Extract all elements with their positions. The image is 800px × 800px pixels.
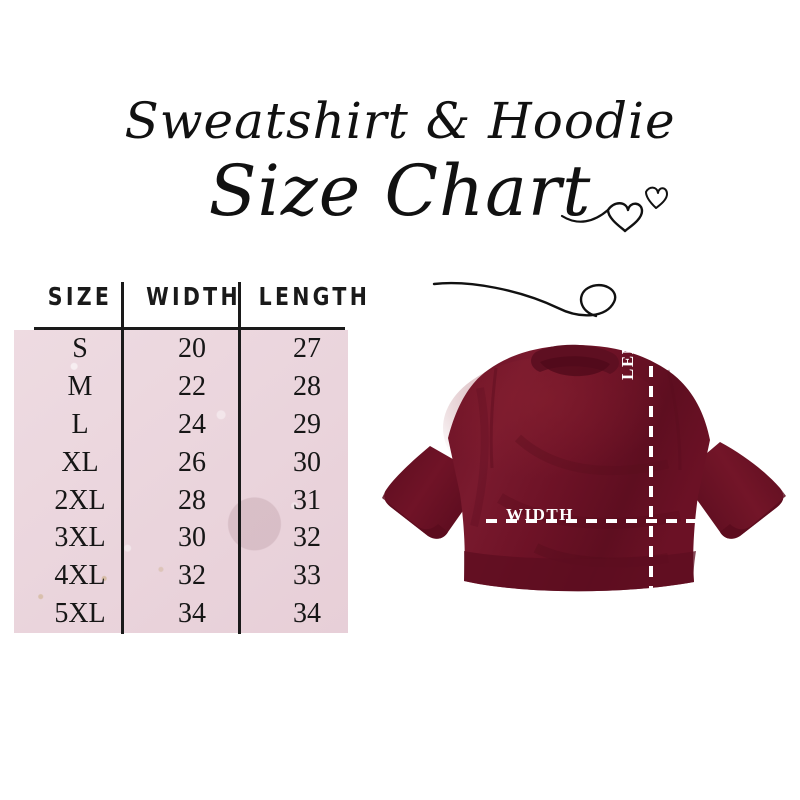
cell-length: 30 <box>293 446 321 478</box>
table-body: S 20 27 M 22 28 L 24 29 XL 26 30 2XL 28 <box>14 330 348 633</box>
title-tail-flourish-icon <box>432 281 617 318</box>
title-line-primary: Sweatshirt & Hoodie <box>124 92 676 150</box>
heart-flourish-icon <box>560 186 668 233</box>
cell-width: 22 <box>178 370 206 402</box>
table-header-row: SIZE WIDTH LENGTH <box>14 282 367 330</box>
cell-width: 32 <box>178 560 206 592</box>
left-shoulder-seam <box>489 367 498 469</box>
fold-shade-4 <box>470 387 489 527</box>
cell-size: S <box>72 333 88 364</box>
cell-width: 28 <box>178 484 206 516</box>
title-line-secondary: Size Chart <box>208 150 592 232</box>
cell-width: 24 <box>178 408 206 440</box>
table-row: 5XL 34 34 <box>14 595 348 633</box>
cell-size: 4XL <box>54 560 106 592</box>
cell-length: 29 <box>293 408 321 440</box>
cell-length: 34 <box>293 598 321 630</box>
collar-opening <box>540 356 610 377</box>
table-row: M 22 28 <box>14 368 348 406</box>
length-measure-label: LENGTH <box>618 298 637 380</box>
cell-length: 28 <box>293 370 321 402</box>
column-header-length: LENGTH <box>258 282 371 311</box>
column-header-size: SIZE <box>47 282 113 311</box>
cell-size: 2XL <box>54 484 106 516</box>
title-block: Sweatshirt & Hoodie Size Chart <box>0 78 800 318</box>
cell-length: 27 <box>293 333 321 364</box>
cell-size: 3XL <box>54 522 106 554</box>
cell-length: 32 <box>293 522 321 554</box>
table-row: 2XL 28 31 <box>14 482 348 520</box>
cell-size: L <box>71 408 89 440</box>
cell-size: XL <box>61 446 99 478</box>
table-row: 3XL 30 32 <box>14 519 348 557</box>
table-row: L 24 29 <box>14 406 348 444</box>
table-row: XL 26 30 <box>14 444 348 482</box>
left-cuff <box>382 490 448 539</box>
column-header-width: WIDTH <box>146 282 241 311</box>
table-row: S 20 27 <box>14 330 348 368</box>
cell-length: 33 <box>293 560 321 592</box>
cell-width: 30 <box>178 522 206 554</box>
bottom-hem <box>464 551 696 592</box>
width-measure-label: WIDTH <box>506 505 574 524</box>
right-shoulder-seam <box>666 369 682 471</box>
cell-size: 5XL <box>54 598 106 630</box>
right-cuff <box>720 488 786 539</box>
cell-width: 20 <box>178 333 206 364</box>
column-divider-size-width <box>121 282 124 634</box>
size-table: SIZE WIDTH LENGTH S 20 27 M 22 28 L 24 2… <box>14 282 367 637</box>
right-sleeve <box>680 442 784 539</box>
fold-shade-1 <box>514 434 669 476</box>
table-row: 4XL 32 33 <box>14 557 348 595</box>
cell-width: 34 <box>178 598 206 630</box>
sweatshirt-figure: LENGTH WIDTH <box>368 298 800 618</box>
body-highlight <box>443 356 673 500</box>
header-underline <box>34 327 345 330</box>
column-divider-width-length <box>238 282 241 634</box>
crewneck-sweatshirt-illustration <box>382 344 786 602</box>
cell-length: 31 <box>293 484 321 516</box>
cell-size: M <box>67 370 93 402</box>
cell-width: 26 <box>178 446 206 478</box>
